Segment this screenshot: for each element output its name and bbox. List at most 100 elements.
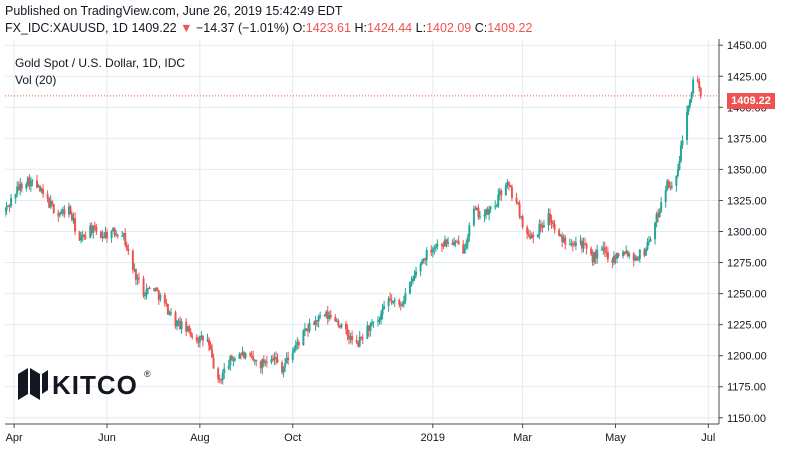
candle-body (679, 145, 682, 162)
candle-body (39, 185, 42, 192)
x-tick-label: Aug (190, 432, 210, 444)
candle-body (696, 79, 699, 82)
candle-body (133, 269, 136, 271)
candle-body (51, 201, 54, 204)
candle-body (308, 322, 311, 332)
x-tick-label: Jun (98, 432, 116, 444)
candle-body (95, 226, 98, 232)
y-tick-label: 1275.00 (727, 258, 767, 270)
candle-body (169, 312, 172, 314)
candle-body (303, 328, 306, 331)
candle-body (463, 247, 466, 254)
candle-body (83, 234, 86, 238)
candle-body (643, 249, 646, 256)
candle-body (584, 243, 587, 245)
candle-body (14, 194, 17, 199)
candle-body (527, 233, 530, 236)
candle-body (369, 324, 372, 331)
candle-body (504, 184, 507, 196)
candle-body (208, 339, 210, 346)
candle-body (16, 186, 19, 195)
candle-body (42, 188, 45, 195)
candle-body (389, 298, 392, 301)
candle-body (380, 314, 383, 320)
candle-body (486, 209, 489, 215)
candle-body (31, 180, 34, 182)
candle-body (603, 247, 606, 253)
candle-body (383, 305, 386, 309)
candle-body (102, 236, 105, 238)
y-tick-label: 1200.00 (727, 351, 767, 363)
x-tick-label: Oct (284, 432, 301, 444)
candle-body (281, 362, 284, 373)
candle-body (249, 353, 252, 355)
candle-body (340, 323, 343, 328)
candle-body (284, 363, 287, 367)
candle-body (477, 207, 480, 218)
ohlc-header: FX_IDC:XAUUSD, 1D 1409.22 ▼ −14.37 (−1.0… (5, 21, 532, 35)
candle-body (115, 234, 118, 236)
candle-body (596, 249, 599, 259)
candle-body (483, 214, 486, 217)
candle-body (698, 81, 701, 89)
candle-body (689, 99, 692, 106)
candle-body (232, 360, 235, 362)
kitco-logo: KITCO ® (18, 368, 158, 408)
candle-body (325, 311, 328, 316)
x-tick-label: May (605, 432, 626, 444)
candle-body (585, 244, 588, 249)
candle-body (302, 330, 305, 346)
candle-body (291, 352, 294, 360)
candle-body (156, 287, 159, 291)
candle-body (520, 216, 523, 218)
candle-body (485, 209, 488, 215)
candle-body (590, 248, 593, 255)
candle-body (317, 316, 320, 322)
candle-body (80, 236, 83, 241)
y-tick-label: 1325.00 (727, 195, 767, 207)
candle-body (179, 320, 182, 330)
candle-body (582, 243, 585, 249)
candle-body (5, 210, 6, 212)
candle-body (542, 225, 545, 228)
y-tick-label: 1150.00 (727, 413, 766, 425)
candle-body (447, 242, 450, 244)
candle-body (445, 239, 448, 244)
last-price-value: 1409.22 (131, 21, 177, 35)
y-tick-label: 1175.00 (727, 382, 766, 394)
candle-body (529, 235, 532, 239)
candle-body (686, 111, 689, 141)
candle-body (370, 322, 373, 325)
candle-body (612, 255, 615, 263)
candle-body (252, 356, 255, 360)
candle-body (125, 245, 128, 249)
chart-svg[interactable]: 1150.00 1175.00 1200.00 1225.00 1250.00 1275.… (5, 39, 781, 454)
candle-body (422, 258, 425, 261)
candle-body (558, 229, 561, 236)
candle-body (274, 357, 277, 359)
candle-body (227, 365, 230, 369)
candle-body (112, 228, 115, 232)
candle-body (334, 317, 337, 322)
candle-body (297, 342, 300, 346)
legend-title: Gold Spot / U.S. Dollar, 1D, IDC (15, 56, 186, 70)
candle-body (157, 290, 160, 300)
low-label: L: (415, 21, 427, 35)
candle-body (518, 203, 521, 217)
low-value: 1402.09 (426, 21, 472, 35)
candle-body (349, 336, 352, 340)
candle-body (166, 304, 169, 315)
candle-body (264, 361, 267, 364)
candle-body (294, 344, 297, 349)
candle-body (489, 207, 492, 210)
candle-body (48, 198, 51, 208)
candle-body (602, 247, 605, 250)
candle-body (580, 240, 583, 249)
candle-body (40, 188, 43, 192)
candle-body (84, 237, 87, 239)
candle-body (229, 355, 232, 366)
candle-body (355, 340, 358, 343)
chart-area[interactable]: 1150.00 1175.00 1200.00 1225.00 1250.00 1275.… (5, 39, 781, 454)
candle-body (421, 260, 424, 264)
candle-body (637, 258, 640, 261)
